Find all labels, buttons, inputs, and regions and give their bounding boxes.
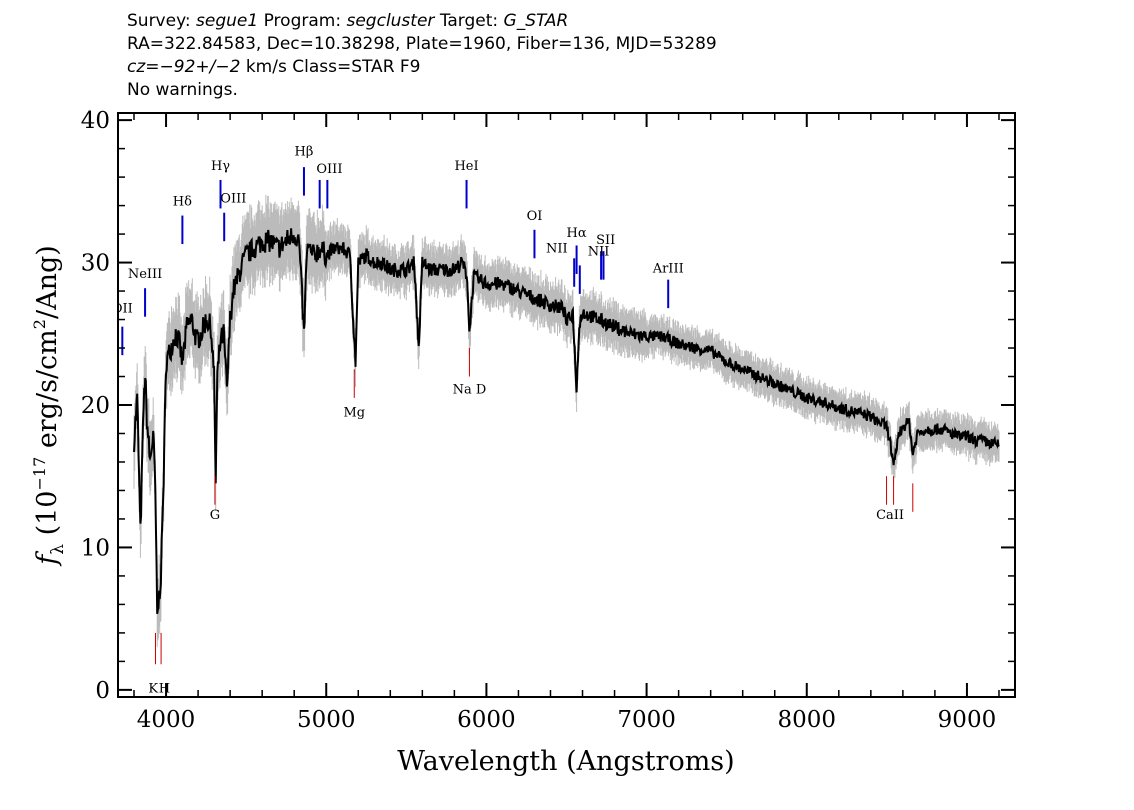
x-tick-label: 9000 [938,707,997,733]
cz-value: =−92+/−2 [145,57,241,77]
x-axis-title: Wavelength (Angstroms) [397,746,734,777]
line-label-Hδ: Hδ [173,195,192,210]
y-title-mid: erg/s/cm [32,329,63,457]
line-label-Hα: Hα [567,226,587,241]
line-label-CaII: CaII [876,508,904,523]
line-label-Mg: Mg [343,405,365,420]
flux-series [133,228,1000,615]
y-title-sub: λ [48,544,68,555]
line-label-NeIII: NeIII [128,267,162,282]
x-tick-label: 6000 [457,707,516,733]
line-label-NaD: Na D [453,383,487,398]
y-title-post: /Ang) [32,245,63,319]
x-tick-label: 4000 [137,707,196,733]
x-tick-label: 5000 [297,707,356,733]
line-label-G: G [210,508,220,523]
header-line-3: cz=−92+/−2 km/s Class=STAR F9 [127,56,717,79]
spectrum-header: Survey: segue1 Program: segcluster Targe… [127,10,717,102]
header-line-4: No warnings. [127,80,238,100]
survey-value: segue1 [196,11,259,31]
y-title-exp1: −17 [30,457,49,491]
line-label-NII: NII [588,244,610,259]
line-label-OI: OI [527,209,543,224]
line-label-OIII: OIII [316,162,342,177]
axis-ticks: 4000 5000 6000 7000 8000 9000 0 10 20 30 40 [81,108,1015,733]
y-tick-label: 20 [81,393,110,419]
line-label-OIII: OIII [220,192,246,207]
target-value: G_STAR [503,11,569,31]
program-value: segcluster [346,11,435,31]
y-tick-label: 30 [81,251,110,277]
cz-label: cz [127,57,146,77]
line-label-ArIII: ArIII [652,262,684,277]
y-title-pre: (10 [32,491,63,544]
y-axis-title: fλ (10−17 erg/s/cm2/Ang) [30,245,68,567]
line-label-OII: OII [112,301,133,316]
line-label-NII: NII [546,242,568,257]
line-label-H: H [159,682,170,697]
y-tick-label: 10 [81,535,110,561]
line-label-SII: SII [596,233,615,248]
x-tick-label: 7000 [617,707,676,733]
header-line-1: Survey: segue1 Program: segcluster Targe… [127,10,717,33]
flux-error-whiskers [133,195,1000,647]
class-text: km/s Class=STAR F9 [240,57,421,77]
flux-line [133,228,1000,615]
y-tick-label: 40 [81,108,110,134]
line-label-HeI: HeI [454,159,478,174]
y-tick-label: 0 [95,678,110,704]
x-tick-label: 8000 [777,707,836,733]
y-title-exp2: 2 [30,319,49,329]
line-label-Hγ: Hγ [211,159,230,174]
target-label: Target: [439,11,499,31]
survey-label: Survey: [127,11,191,31]
line-label-K: K [148,682,158,697]
line-label-Hβ: Hβ [295,145,314,160]
flux-error-band [133,195,1000,647]
header-line-2: RA=322.84583, Dec=10.38298, Plate=1960, … [127,34,717,54]
program-label: Program: [263,11,342,31]
plot-frame [117,112,1016,698]
